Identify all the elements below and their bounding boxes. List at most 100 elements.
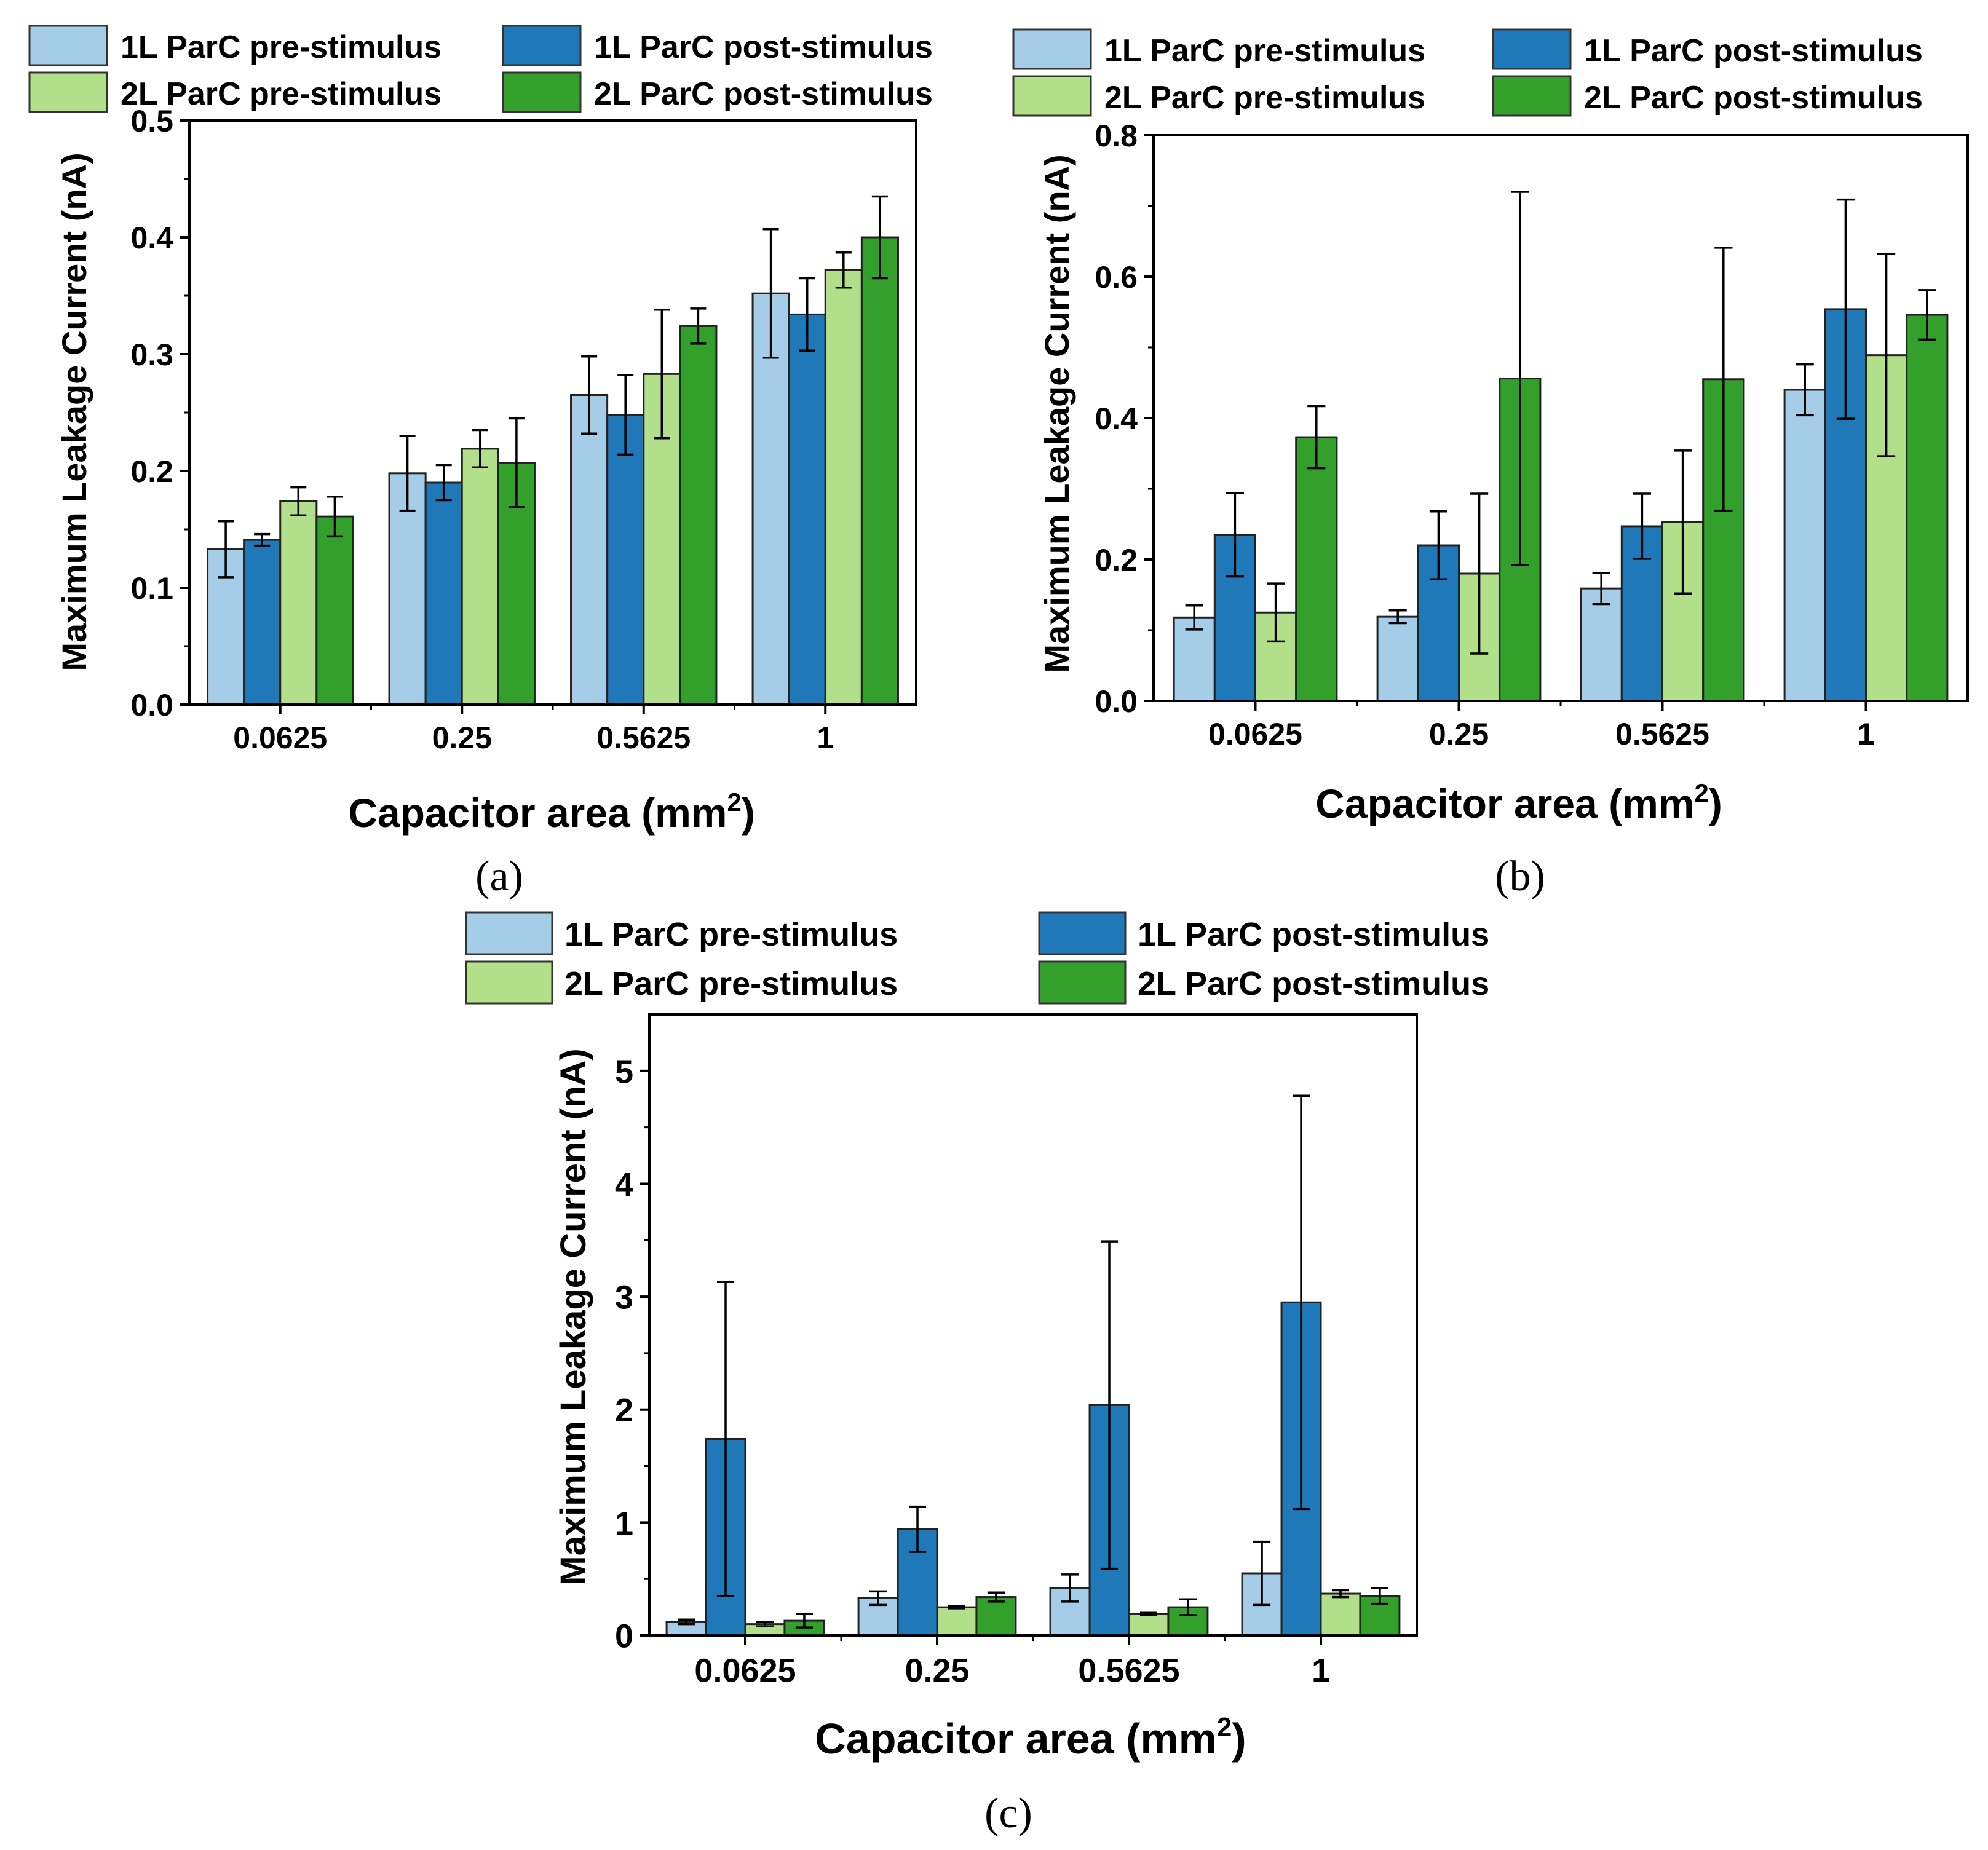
error-bar-panel-c-post_1L-1 <box>908 1505 927 1553</box>
error-bar-panel-c-post_2L-0 <box>795 1613 814 1629</box>
bar-panel-c-pre_2L-2 <box>1128 1613 1170 1637</box>
y-tick-label-panel-b: 0.6 <box>1095 260 1138 294</box>
bar-panel-c-pre_2L-1 <box>936 1606 978 1637</box>
legend-swatch-post-2L <box>502 71 582 113</box>
bar-panel-b-pre_1L-1 <box>1376 615 1419 702</box>
error-bar-panel-c-post_2L-2 <box>1179 1598 1197 1616</box>
x-tick-label-panel-b: 0.0625 <box>1208 717 1302 751</box>
legend-label-post-1L: 1L ParC post-stimulus <box>594 30 933 65</box>
error-bar-panel-c-post_2L-3 <box>1371 1587 1389 1605</box>
x-tick-label-panel-c: 0.25 <box>905 1652 969 1689</box>
error-bar-panel-c-pre_1L-0 <box>677 1618 695 1626</box>
bar-panel-b-pre_1L-2 <box>1580 587 1623 702</box>
error-bar-panel-a-pre_1L-2 <box>581 355 598 435</box>
bar-panel-a-post_1L-0 <box>243 539 282 706</box>
error-bar-panel-b-post_1L-3 <box>1836 198 1855 420</box>
legend-swatch-post-2L <box>1038 960 1127 1005</box>
plot-area-panel-c: 0 1 2 3 4 5 0.0625 0.25 0.5625 1 <box>615 1013 1418 1689</box>
error-bar-panel-b-post_1L-0 <box>1226 492 1244 578</box>
legend-panel-c: 1L ParC pre-stimulus 1L ParC post-stimul… <box>465 911 1489 1005</box>
error-bar-panel-c-pre_1L-3 <box>1253 1540 1271 1607</box>
error-bar-panel-a-pre_2L-2 <box>654 309 670 440</box>
y-tick-label-panel-a: 0.1 <box>130 571 173 606</box>
y-tick-label-panel-b: 0.2 <box>1095 543 1138 577</box>
legend-label-post-2L: 2L ParC post-stimulus <box>594 76 933 112</box>
panel-label-b: (b) <box>1495 853 1545 900</box>
bar-panel-c-post_2L-1 <box>975 1596 1017 1637</box>
legend-swatch-pre-2L <box>1012 75 1092 117</box>
error-bar-panel-a-post_1L-2 <box>617 374 634 456</box>
legend-panel-b: 1L ParC pre-stimulus 1L ParC post-stimul… <box>1012 28 1923 117</box>
legend-label-post-1L: 1L ParC post-stimulus <box>1584 33 1923 69</box>
bar-panel-a-pre_1L-2 <box>570 394 609 706</box>
error-bar-panel-c-pre_2L-3 <box>1331 1589 1350 1599</box>
legend-swatch-pre-1L <box>28 25 108 66</box>
legend-swatch-post-1L <box>1038 911 1127 955</box>
chart-panel-a: 1L ParC pre-stimulus 1L ParC post-stimul… <box>28 25 933 900</box>
error-bar-panel-a-pre_1L-1 <box>399 435 416 512</box>
x-tick-label-panel-a: 0.5625 <box>596 721 691 755</box>
legend-label-pre-1L: 1L ParC pre-stimulus <box>564 916 898 953</box>
error-bar-panel-b-pre_1L-3 <box>1796 363 1814 417</box>
bar-panel-a-pre_2L-1 <box>461 448 499 706</box>
error-bar-panel-b-pre_2L-0 <box>1267 582 1285 643</box>
error-bar-panel-c-post_1L-0 <box>716 1281 735 1597</box>
y-tick-label-panel-c: 4 <box>615 1166 633 1203</box>
error-bar-panel-a-pre_1L-3 <box>762 227 779 359</box>
error-bar-panel-c-pre_2L-2 <box>1139 1611 1158 1616</box>
legend-swatch-post-2L <box>1492 75 1572 117</box>
y-tick-label-panel-b: 0.8 <box>1095 119 1138 153</box>
error-bar-panel-b-pre_1L-2 <box>1592 572 1610 606</box>
legend-panel-a: 1L ParC pre-stimulus 1L ParC post-stimul… <box>28 25 933 113</box>
y-axis-title-panel-b: Maximum Leakage Current (nA) <box>1037 154 1076 673</box>
bar-panel-a-pre_2L-3 <box>824 269 863 706</box>
chart-panel-b: 1L ParC pre-stimulus 1L ParC post-stimul… <box>1012 28 1969 900</box>
legend-label-pre-1L: 1L ParC pre-stimulus <box>1104 33 1425 69</box>
y-tick-label-panel-a: 0.3 <box>130 338 173 372</box>
error-bar-panel-b-post_1L-1 <box>1429 510 1447 580</box>
error-bar-panel-c-post_2L-1 <box>987 1591 1005 1603</box>
x-axis-title-panel-a: Capacitor area (mm2) <box>348 788 755 836</box>
y-tick-label-panel-a: 0.5 <box>130 104 173 138</box>
x-tick-label-panel-a: 0.25 <box>432 721 492 755</box>
legend-swatch-post-1L <box>1492 28 1572 70</box>
x-axis-title-superscript-panel-b: 2 <box>1694 778 1708 807</box>
error-bar-panel-b-pre_1L-1 <box>1388 609 1407 625</box>
bar-panel-b-pre_1L-3 <box>1783 389 1826 702</box>
y-axis-title-panel-c: Maximum Leakage Current (nA) <box>553 1048 593 1585</box>
legend-swatch-pre-1L <box>1012 28 1092 70</box>
error-bar-panel-c-post_1L-2 <box>1100 1240 1119 1570</box>
error-bar-panel-a-post_2L-3 <box>871 195 888 280</box>
y-axis-title-panel-a: Maximum Leakage Current (nA) <box>55 152 93 671</box>
bar-panel-a-post_1L-2 <box>606 414 645 706</box>
bar-panel-a-post_2L-0 <box>315 515 354 706</box>
x-tick-label-panel-a: 0.0625 <box>233 721 327 755</box>
error-bar-panel-b-pre_2L-1 <box>1470 492 1489 655</box>
bar-panel-a-pre_2L-0 <box>279 500 318 706</box>
bar-panel-a-post_1L-1 <box>424 481 463 706</box>
bar-panel-a-post_1L-3 <box>788 313 826 706</box>
y-tick-label-panel-c: 0 <box>615 1618 633 1654</box>
x-tick-label-panel-b: 1 <box>1858 717 1875 751</box>
bar-panel-b-post_2L-0 <box>1295 436 1338 702</box>
legend-label-pre-1L: 1L ParC pre-stimulus <box>121 30 442 65</box>
legend-swatch-pre-2L <box>465 960 553 1005</box>
error-bar-panel-c-pre_1L-1 <box>869 1590 887 1607</box>
chart-panel-c: 1L ParC pre-stimulus 1L ParC post-stimul… <box>465 911 1489 1837</box>
legend-label-pre-2L: 2L ParC pre-stimulus <box>121 76 442 112</box>
x-tick-label-panel-b: 0.5625 <box>1615 717 1709 751</box>
bar-panel-b-post_2L-3 <box>1906 314 1949 702</box>
error-bar-panel-b-pre_1L-0 <box>1185 604 1203 631</box>
error-bar-panel-b-post_2L-2 <box>1714 247 1733 512</box>
x-tick-label-panel-b: 0.25 <box>1429 717 1489 751</box>
x-tick-label-panel-a: 1 <box>817 721 834 755</box>
error-bar-panel-b-pre_2L-2 <box>1674 449 1692 595</box>
y-tick-label-panel-a: 0.2 <box>130 454 173 489</box>
x-tick-label-panel-c: 1 <box>1312 1652 1330 1689</box>
error-bar-panel-b-post_2L-3 <box>1918 289 1936 341</box>
error-bar-panel-b-pre_2L-3 <box>1877 253 1896 457</box>
y-tick-label-panel-a: 0.0 <box>130 688 173 722</box>
panel-label-c: (c) <box>984 1790 1032 1837</box>
x-axis-title-superscript-panel-c: 2 <box>1217 1712 1232 1742</box>
